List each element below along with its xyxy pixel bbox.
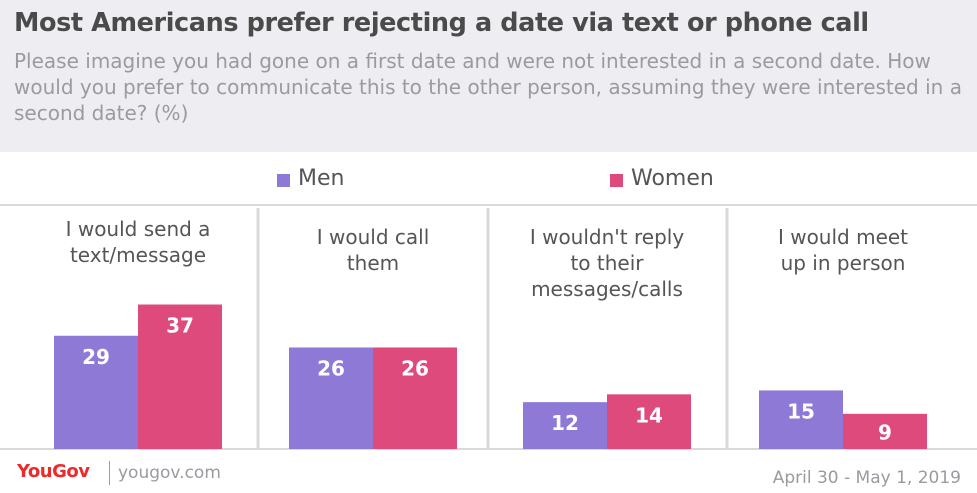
fieldwork-dates: April 30 - May 1, 2019	[772, 468, 961, 488]
category-label-line: messages/calls	[531, 277, 683, 301]
data-label-women-4: 9	[878, 420, 892, 444]
data-label-men-3: 12	[551, 411, 579, 435]
category-label-2: I would call them	[317, 225, 430, 275]
footer: YouGov yougov.com April 30 - May 1, 2019	[0, 455, 977, 493]
legend-swatch-men	[277, 174, 290, 187]
footer-divider	[109, 461, 110, 485]
legend-label-women: Women	[631, 166, 714, 191]
source-link[interactable]: yougov.com	[118, 463, 221, 483]
data-label-women-3: 14	[635, 403, 663, 427]
bar-men-3	[523, 402, 607, 449]
data-label-men-4: 15	[787, 399, 815, 423]
bar-men-1	[54, 335, 138, 449]
data-label-men-1: 29	[82, 345, 110, 369]
chart-title: Most Americans prefer rejecting a date v…	[14, 8, 869, 38]
category-label-line: I wouldn't reply	[530, 225, 684, 249]
chart-subtitle: Please imagine you had gone on a first d…	[14, 49, 962, 125]
category-label-line: I would call	[317, 225, 430, 249]
bar-women-1	[138, 304, 222, 449]
legend: Men Women	[0, 162, 977, 198]
category-label-line: them	[347, 251, 399, 275]
category-label-line: I would meet	[778, 225, 908, 249]
data-label-women-1: 37	[166, 314, 194, 338]
yougov-logo: YouGov	[17, 461, 90, 482]
bar-women-2	[373, 347, 457, 449]
bar-women-3	[607, 394, 691, 449]
bar-men-2	[289, 347, 373, 449]
category-label-line: text/message	[70, 243, 206, 267]
bar-women-4	[843, 413, 927, 449]
category-label-1: I would send a text/message	[66, 217, 211, 267]
data-label-men-2: 26	[317, 356, 345, 380]
category-label-line: up in person	[781, 251, 906, 275]
legend-swatch-women	[610, 174, 623, 187]
data-label-women-2: 26	[401, 356, 429, 380]
bar-men-4	[759, 390, 843, 449]
header-band: Most Americans prefer rejecting a date v…	[0, 0, 977, 152]
category-label-3: I wouldn't reply to their messages/calls	[530, 225, 684, 301]
legend-label-men: Men	[298, 166, 345, 191]
category-label-line: I would send a	[66, 217, 211, 241]
category-label-line: to their	[570, 251, 644, 275]
category-label-4: I would meet up in person	[778, 225, 908, 275]
